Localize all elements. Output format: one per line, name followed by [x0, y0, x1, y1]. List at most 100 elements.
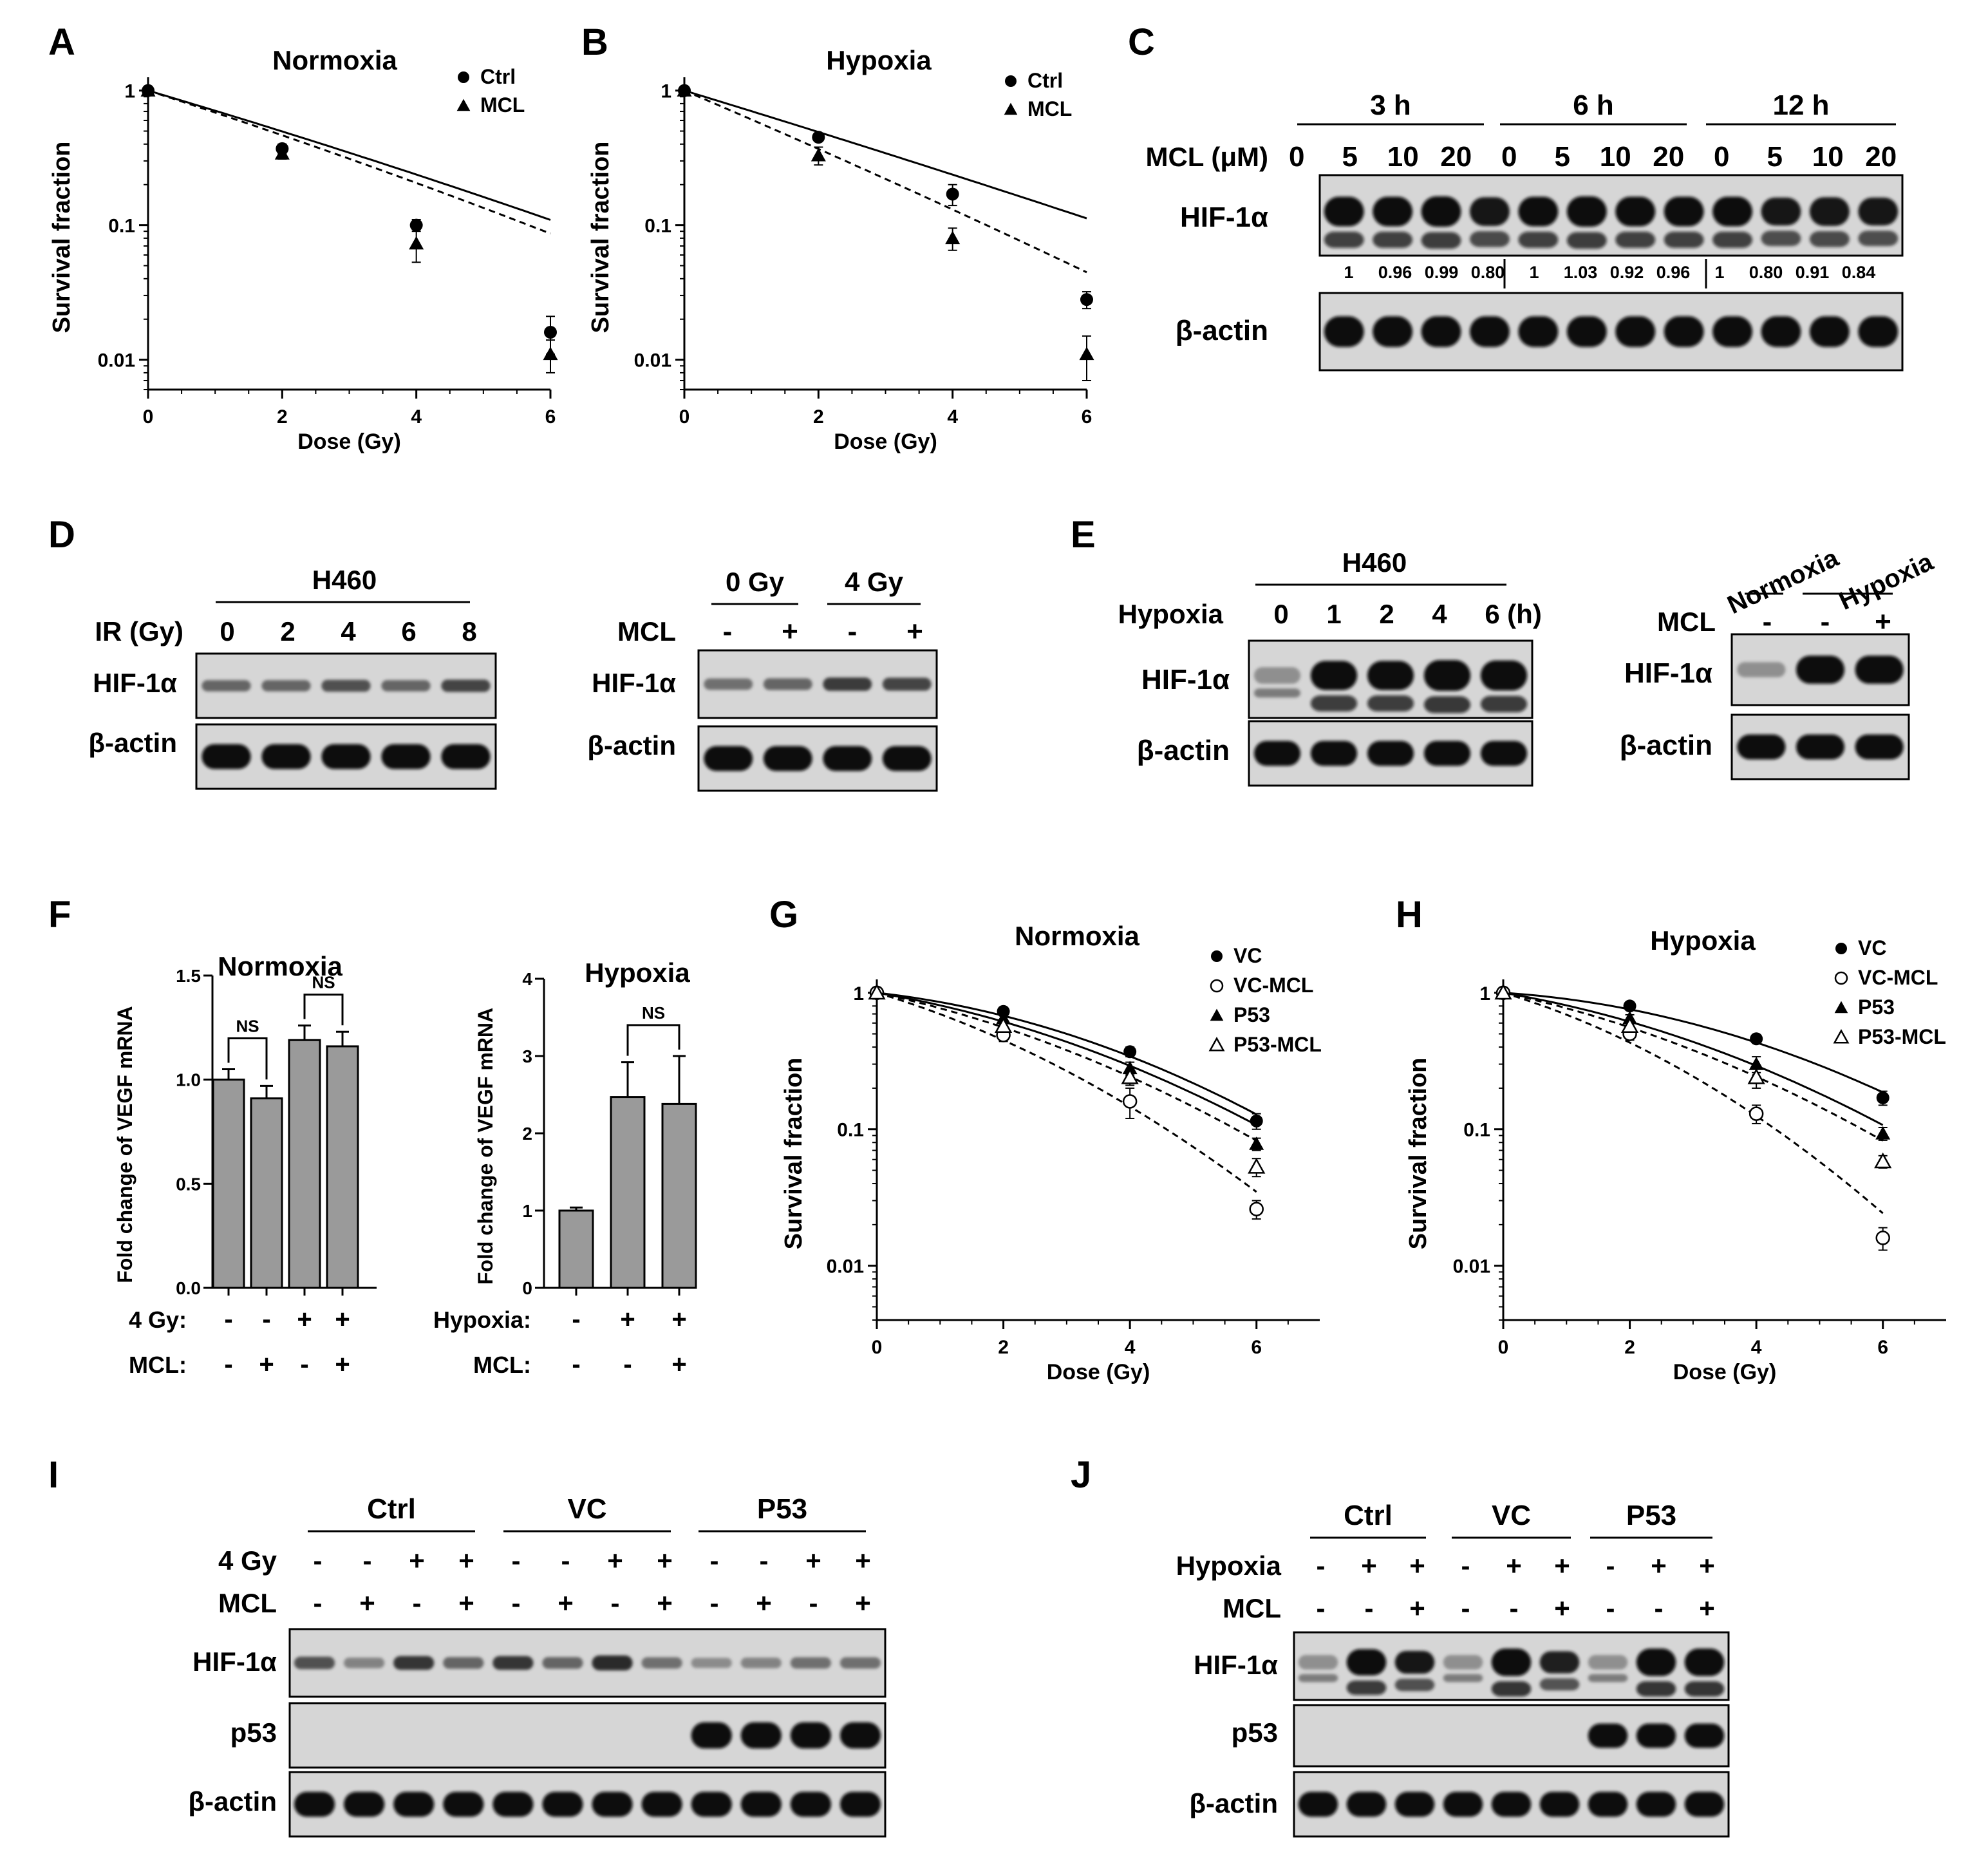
blot-band — [393, 1656, 435, 1670]
data-point-MCL — [543, 346, 558, 361]
blot-band — [1858, 197, 1899, 226]
lane-sign: - — [1606, 1551, 1615, 1581]
x-tick-label: 2 — [1624, 1337, 1635, 1358]
legend-label: VC-MCL — [1233, 974, 1313, 997]
blot-band — [1346, 1649, 1387, 1675]
blot-band — [1518, 196, 1559, 227]
blot-protein-label: HIF-1α — [1180, 202, 1268, 233]
blot-band — [1809, 316, 1850, 347]
lane-unit: (h) — [1507, 599, 1542, 629]
condition-sign: + — [671, 1305, 686, 1334]
blot-band — [763, 678, 812, 690]
blot-membrane — [1293, 1704, 1730, 1768]
lane-sign: + — [855, 1588, 871, 1618]
blot-band — [823, 677, 872, 691]
fit-curve-VC-MCL — [876, 992, 1257, 1193]
y-axis-label: Fold change of VEGF mRNA — [474, 1008, 497, 1285]
blot-band-lower — [1588, 1674, 1628, 1683]
blot-band-lower — [1367, 695, 1414, 712]
lane-label: - — [723, 616, 733, 647]
blot-band — [1796, 734, 1845, 760]
data-point-VC — [1250, 1114, 1263, 1128]
y-tick-label: 1 — [853, 983, 864, 1005]
survival-plot-B: 0 2 4 6 1 0.1 0.01 Dose (Gy) Survival fraction Hy… — [587, 45, 1094, 454]
blot-band — [740, 1791, 782, 1817]
blot-band — [1367, 741, 1414, 766]
blot-band — [592, 1791, 633, 1817]
legend-label: P53 — [1233, 1003, 1270, 1026]
blot-band — [592, 1655, 633, 1671]
legend-marker-VC — [1211, 950, 1223, 962]
blot-band — [1367, 661, 1414, 690]
lane-label: 20 — [1440, 141, 1472, 173]
blot-band — [790, 1791, 831, 1817]
lane-label: 10 — [1600, 141, 1631, 173]
lane-sign: - — [1461, 1551, 1470, 1581]
blot-panel-I: Ctrl VC P53 4 Gy - - + + - - + + - - + + MCL - + - + - + - + - + - +… — [188, 1493, 886, 1838]
blot-band — [1518, 316, 1559, 347]
blot-band — [691, 1657, 732, 1668]
lane-label: - — [1821, 606, 1830, 637]
blot-band — [1253, 667, 1301, 684]
data-point-VC — [1123, 1045, 1137, 1059]
blot-band — [1470, 197, 1510, 226]
data-point-Ctrl — [1080, 293, 1093, 307]
condition-row-label: Hypoxia: — [433, 1307, 531, 1333]
x-tick-label: 6 — [545, 406, 556, 428]
blot-band — [1684, 1648, 1725, 1676]
fit-curve-VC-MCL — [1503, 992, 1884, 1214]
blot-band — [321, 744, 371, 769]
blot-band — [1310, 661, 1358, 690]
blot-band — [882, 746, 932, 771]
significance-label: NS — [236, 1017, 259, 1036]
data-point-P53 — [1749, 1057, 1764, 1070]
panel-letter-F: F — [48, 894, 71, 936]
lane-label: 0 — [1273, 599, 1288, 629]
panel-letter-D: D — [48, 514, 75, 556]
data-point-VC — [1623, 999, 1636, 1013]
blot-band — [1539, 1651, 1580, 1674]
condition-sign: + — [671, 1350, 686, 1379]
data-point-VC — [1750, 1032, 1763, 1046]
lane-label: + — [906, 616, 923, 647]
blot-protein-label: β-actin — [88, 728, 177, 758]
fit-curve-MCL — [684, 90, 1087, 274]
lane-label: 6 — [401, 616, 416, 646]
legend-marker-VC-MCL — [1210, 979, 1224, 993]
lane-sign: + — [805, 1545, 821, 1576]
lane-label: 5 — [1342, 141, 1358, 173]
lane-sign: + — [1409, 1551, 1425, 1581]
blot-band — [1539, 1791, 1580, 1817]
blot-band — [1588, 1791, 1628, 1817]
blot-group-label: Ctrl — [1344, 1500, 1393, 1531]
condition-row-label: MCL: — [473, 1352, 531, 1378]
y-tick-label: 0.01 — [634, 350, 671, 372]
lane-sign: - — [314, 1588, 323, 1618]
blot-group-label: 6 h — [1573, 90, 1614, 121]
densitometry-value: 0.91 — [1796, 263, 1830, 282]
blot-group-label: P53 — [1626, 1500, 1676, 1531]
blot-E-right-HIF — [1730, 633, 1910, 706]
blot-band-lower — [1324, 231, 1364, 248]
blot-band — [1346, 1791, 1387, 1817]
legend-marker-MCL — [456, 99, 471, 111]
blot-band — [1796, 656, 1845, 684]
blot-protein-label: β-actin — [188, 1786, 277, 1817]
lane-sign: - — [760, 1545, 769, 1576]
blot-band — [1324, 316, 1364, 347]
lane-sign: + — [607, 1545, 623, 1576]
legend-marker-P53-MCL — [1833, 1029, 1850, 1044]
blot-group-label: H460 — [312, 565, 377, 595]
blot-protein-label: HIF-1α — [1624, 657, 1712, 689]
blot-band-lower — [1858, 231, 1899, 247]
blot-row-label: MCL (μM) — [1145, 142, 1268, 172]
significance-label: NS — [642, 1003, 665, 1023]
densitometry-value: 0.84 — [1842, 263, 1876, 282]
densitometry-value: 1 — [1714, 263, 1724, 282]
blot-band — [202, 744, 251, 769]
blot-protein-label: HIF-1α — [192, 1647, 277, 1677]
data-point-MCL — [1079, 346, 1094, 361]
legend-label: P53-MCL — [1858, 1025, 1946, 1048]
data-point-MCL — [811, 147, 826, 162]
